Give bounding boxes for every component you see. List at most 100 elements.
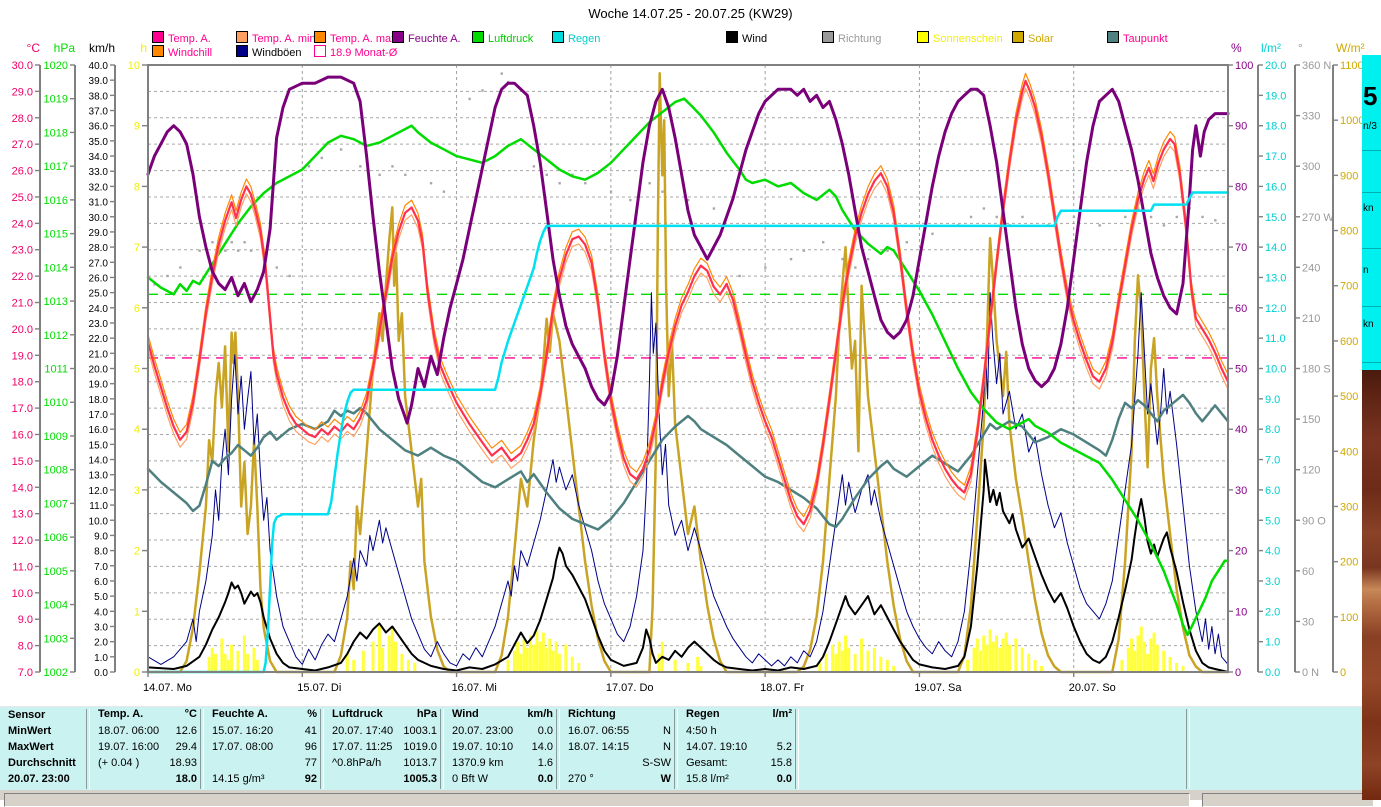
axis-tick-label: 9.0 [18, 614, 33, 626]
legend-label: Temp. A. max [330, 33, 397, 45]
cell-time: 20.07. 17:40 [332, 725, 394, 737]
overlay-text-fragment: kn [1363, 319, 1374, 330]
background-window-cyan-panel[interactable]: 5 n/3 kn n kn [1362, 55, 1381, 370]
day-label: 18.07. Fr [760, 682, 804, 694]
axis-tick-label: 8 [134, 181, 140, 193]
axis-tick-label: 1002 [44, 667, 68, 679]
x-axis: 14.07. Mo 15.07. Di 16.07. Mi 17.07. Do 18.0… [143, 672, 1116, 694]
day-label: 19.07. Sa [914, 682, 962, 694]
day-label: 20.07. So [1069, 682, 1116, 694]
axis-tick-label: 40 [1235, 424, 1247, 436]
axis-tick-label: 7.0 [18, 667, 33, 679]
series-sonnenschein [207, 623, 1185, 671]
column-separator [674, 709, 678, 789]
axis-tick-label: 1003 [44, 633, 68, 645]
axis-tick-label: 330 [1302, 111, 1320, 123]
axis-tick-label: 30 [1235, 485, 1247, 497]
axis-tick-label: 4 [134, 424, 140, 436]
legend-swatch [472, 31, 484, 43]
axis-tick-label: 24.0 [12, 218, 33, 230]
axis-tick-label: 30 [1302, 616, 1314, 628]
row-label: MinWert [8, 725, 52, 737]
axis-h: 0 1 2 3 4 5 6 7 8 9 10h [128, 41, 147, 679]
axis-tick-label: 17.0 [1265, 151, 1286, 163]
axis-tick-label: 1018 [44, 127, 68, 139]
column-header: Wind [452, 708, 479, 720]
axis-tick-label: 4.0 [1265, 546, 1280, 558]
overlay-separator [1362, 362, 1381, 363]
cell-value: N [663, 725, 671, 737]
axis-tick-label: 1013 [44, 296, 68, 308]
legend-swatch [552, 31, 564, 43]
axis-tick-label: 150 [1302, 414, 1320, 426]
axis-tick-label: 20.0 [1265, 60, 1286, 72]
axis-l/m²: 0.0 1.0 2.0 3.0 4.0 5.0 6.0 7.0 8.0 9.0 10.0 11.0 12… [1257, 41, 1286, 679]
axis-tick-label: 270 W [1302, 212, 1334, 224]
background-window-sliver[interactable]: 5 n/3 kn n kn [1362, 55, 1381, 800]
axis-tick-label: 1.0 [94, 653, 108, 664]
axis-tick-label: 11.0 [89, 501, 108, 512]
axis-tick-label: 37.0 [89, 107, 109, 118]
table-column-richtung: Richtung 16.07. 06:55 N 18.07. 14:15 N S-SW 27… [562, 707, 676, 791]
axis-tick-label: 40.0 [89, 61, 109, 72]
axis-tick-label: 8.0 [94, 547, 108, 558]
axis-tick-label: 20.0 [12, 324, 33, 336]
column-unit: °C [184, 708, 197, 720]
cell-value: S-SW [642, 757, 671, 769]
axis-tick-label: 22.0 [12, 271, 33, 283]
overlay-separator [1362, 248, 1381, 249]
axis-title: W/m² [1336, 41, 1365, 55]
axis-tick-label: 1004 [44, 600, 68, 612]
axis-tick-label: 7.0 [1265, 455, 1280, 467]
legend-label: Wind [742, 33, 768, 45]
cell-time: 20.07. 23:00 [452, 725, 514, 737]
cell-value: 14.0 [531, 741, 553, 753]
axis-tick-label: 2.0 [94, 638, 108, 649]
legend-item-taupunkt: Taupunkt [1107, 31, 1168, 45]
legend-swatch [726, 31, 738, 43]
axis-tick-label: 0 [134, 667, 140, 679]
axis-tick-label: 17.0 [89, 410, 109, 421]
legend-swatch [917, 31, 929, 43]
axis-tick-label: 13.0 [1265, 272, 1286, 284]
axis-tick-label: 1 [134, 606, 140, 618]
column-header: Richtung [568, 708, 616, 720]
legend-swatch [822, 31, 834, 43]
axis-tick-label: 16.0 [1265, 181, 1286, 193]
overlay-text-fragment: kn [1363, 203, 1374, 214]
legend-label: Windböen [252, 47, 302, 59]
axis-tick-label: 5.0 [1265, 515, 1280, 527]
table-column-regen: Regen l/m² 4:50 h 14.07. 19:10 5.2 Gesamt: 15.… [680, 707, 797, 791]
axis-tick-label: 30.0 [89, 213, 109, 224]
axis-tick-label: 100 [1340, 612, 1358, 624]
axis-tick-label: 90 O [1302, 515, 1326, 527]
series-temp [146, 79, 1230, 526]
axis-tick-label: 12.0 [12, 535, 33, 547]
axis-tick-label: 13.0 [12, 509, 33, 521]
cell-time: 16.07. 06:55 [568, 725, 630, 737]
axis-tick-label: 20 [1235, 546, 1247, 558]
bottom-status-bar [0, 790, 1381, 807]
axis-tick-label: 0 N [1302, 667, 1319, 679]
axis-tick-label: 1000 [1340, 115, 1364, 127]
legend-item-luftdruck: Luftdruck [472, 31, 533, 45]
axis-title: hPa [54, 41, 76, 55]
legend-swatch [1107, 31, 1119, 43]
column-header: Luftdruck [332, 708, 383, 720]
axis-tick-label: 300 [1302, 161, 1320, 173]
cell-value: 5.2 [776, 741, 792, 753]
axis-tick-label: 9.0 [94, 531, 108, 542]
axis-tick-label: 7.0 [94, 562, 108, 573]
day-label: 15.07. Di [297, 682, 341, 694]
legend-label: Richtung [838, 33, 882, 45]
axis-tick-label: 25.0 [12, 192, 33, 204]
cell-value: 96 [304, 741, 317, 753]
cell-value: 18.93 [169, 757, 197, 769]
axis-tick-label: 240 [1302, 262, 1320, 274]
axis-%: 0 10 20 30 40 50 60 70 80 90 100% [1228, 41, 1253, 679]
axis-title: h [140, 41, 147, 55]
axis-tick-label: 6.0 [1265, 485, 1280, 497]
axis-tick-label: 1011 [44, 364, 68, 376]
axis-title: l/m² [1261, 41, 1281, 55]
series-feuchte [146, 75, 1230, 425]
